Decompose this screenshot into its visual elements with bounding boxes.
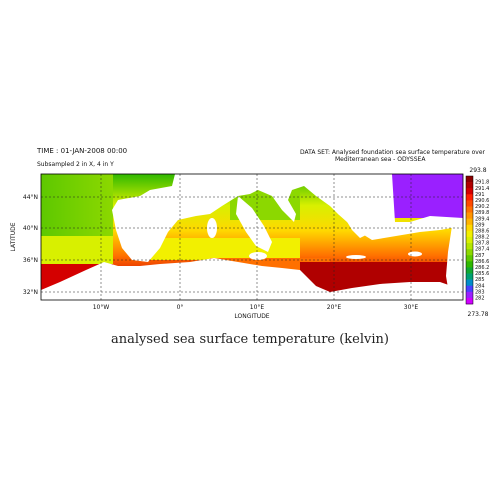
lon-tick-label: 20°E — [327, 304, 342, 311]
colorbar-segment — [466, 230, 473, 238]
colorbar-segment — [466, 285, 473, 293]
colorbar-tick-label: 291.4 — [475, 186, 489, 192]
colorbar-tick-label: 286.2 — [475, 265, 489, 271]
lat-tick-label: 32°N — [23, 289, 38, 296]
med-central-field — [150, 238, 300, 260]
colorbar-tick-label: 287.4 — [475, 247, 489, 253]
colorbar-tick-label: 288.2 — [475, 235, 489, 241]
plot-frame — [40, 173, 464, 301]
colorbar: 291.8291.4291290.6290.2289.8289.4289288.… — [465, 175, 489, 305]
colorbar-segment — [466, 176, 473, 183]
colorbar-segment — [466, 279, 473, 287]
lat-tick-label: 44°N — [23, 194, 38, 201]
colorbar-bottom-value: 273.78 — [468, 311, 489, 318]
atlantic-north-field — [41, 174, 113, 236]
lon-tick-label: 10°E — [250, 304, 265, 311]
colorbar-tick-label: 286.6 — [475, 259, 489, 265]
colorbar-tick-label: 287.8 — [475, 241, 489, 247]
colorbar-tick-label: 282 — [475, 296, 485, 302]
graticule — [41, 174, 463, 300]
island-sardinia — [207, 218, 217, 238]
colorbar-segment — [466, 224, 473, 232]
colorbar-tick-label: 290.2 — [475, 204, 489, 210]
colorbar-segment — [466, 236, 473, 244]
subsample-label: Subsampled 2 in X, 4 in Y — [37, 161, 114, 168]
colorbar-segment — [466, 206, 473, 213]
colorbar-segment — [466, 297, 473, 305]
colorbar-segment — [466, 267, 473, 274]
colorbar-top-value: 293.8 — [469, 167, 486, 174]
colorbar-tick-label: 288.6 — [475, 228, 489, 234]
lon-ticks: 10°W 0° 10°E 20°E 30°E — [93, 304, 419, 311]
dataset-label-line2: Mediterranean sea - ODYSSEA — [335, 156, 426, 163]
lon-tick-label: 30°E — [404, 304, 419, 311]
time-label: TIME : 01-JAN-2008 00:00 — [37, 147, 128, 155]
black-sea-field — [392, 174, 463, 218]
map-field — [41, 174, 463, 300]
lat-ticks: 44°N 40°N 36°N 32°N — [23, 194, 38, 296]
lon-tick-label: 10°W — [93, 304, 110, 311]
colorbar-tick-label: 285.6 — [475, 271, 489, 277]
land-italy — [236, 196, 272, 252]
island-cyprus — [408, 251, 422, 257]
colorbar-segment — [466, 188, 473, 195]
colorbar-tick-label: 289.8 — [475, 210, 489, 216]
colorbar-tick-label: 291.8 — [475, 180, 489, 186]
colorbar-segment — [466, 291, 473, 299]
colorbar-segment — [466, 261, 473, 268]
island-crete — [346, 255, 366, 259]
colorbar-tick-label: 283 — [475, 289, 485, 295]
colorbar-segment — [466, 218, 473, 226]
colorbar-tick-label: 287 — [475, 253, 485, 259]
colorbar-segment — [466, 200, 473, 207]
colorbar-tick-label: 291 — [475, 192, 485, 198]
lat-tick-label: 40°N — [23, 225, 38, 232]
colorbar-segment — [466, 273, 473, 280]
colorbar-segment — [466, 212, 473, 219]
dataset-label-line1: DATA SET: Analysed foundation sea surfac… — [300, 149, 485, 156]
land-levant — [446, 226, 463, 300]
lat-tick-label: 36°N — [23, 257, 38, 264]
land-europe — [112, 174, 395, 262]
y-axis-label: LATITUDE — [10, 222, 17, 251]
colorbar-tick-label: 290.6 — [475, 198, 489, 204]
colorbar-tick-label: 285 — [475, 277, 485, 283]
land-turkey — [338, 214, 463, 240]
x-axis-label: LONGITUDE — [234, 313, 269, 320]
colorbar-tick-label: 289.4 — [475, 216, 489, 222]
colorbar-tick-label: 284 — [475, 283, 485, 289]
colorbar-frame — [465, 175, 474, 305]
island-sicily — [249, 252, 267, 260]
colorbar-segment — [466, 194, 473, 201]
colorbar-segment — [466, 255, 473, 262]
colorbar-tick-label: 289 — [475, 222, 485, 228]
map-caption: analysed sea surface temperature (kelvin… — [111, 332, 389, 347]
colorbar-segment — [466, 249, 473, 256]
lon-tick-label: 0° — [177, 304, 184, 311]
colorbar-segment — [466, 182, 473, 189]
colorbar-segment — [466, 243, 473, 250]
land-north-africa — [41, 258, 463, 300]
